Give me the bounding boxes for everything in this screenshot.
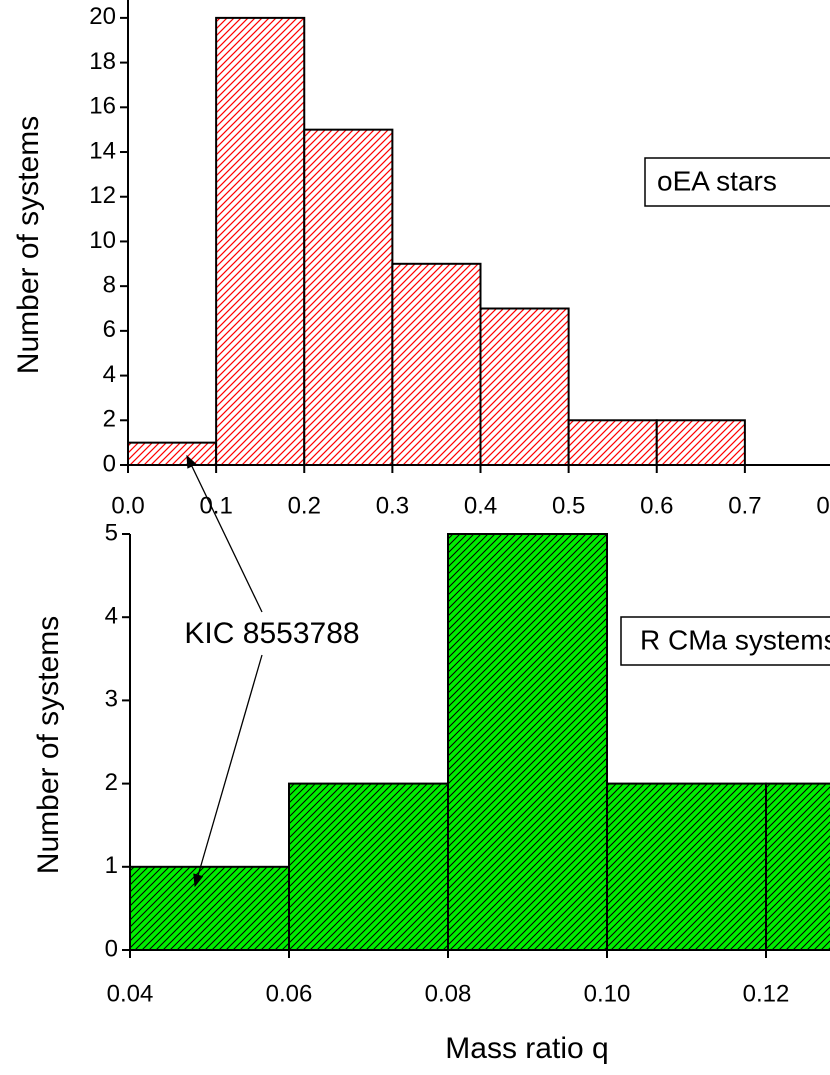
legend-label: oEA stars — [657, 165, 777, 196]
legend-box — [620, 616, 830, 666]
bar — [606, 782, 767, 951]
y-tick-label: 18 — [89, 48, 116, 75]
x-tick-label: 0.7 — [728, 492, 761, 519]
y-tick-label: 2 — [103, 406, 116, 433]
bar — [655, 419, 746, 466]
y-axis-label: Number of systems — [12, 116, 45, 374]
annotation-arrow — [193, 654, 263, 888]
bar — [215, 16, 306, 467]
bar — [765, 782, 830, 951]
y-tick-label: 12 — [89, 182, 116, 209]
annotation: KIC 8553788 — [184, 617, 359, 650]
y-tick-label: 6 — [103, 316, 116, 343]
x-tick-label: 0.08 — [425, 980, 472, 1007]
x-tick-label: 0.8 — [816, 492, 830, 519]
bar — [479, 307, 570, 466]
y-tick-label: 3 — [105, 686, 118, 713]
y-axis-label: Number of systems — [32, 616, 65, 874]
y-tick-label: 4 — [105, 603, 118, 630]
x-tick-label: 0.04 — [107, 980, 154, 1007]
x-axis-label: Mass ratio q — [445, 1032, 608, 1065]
y-tick-label: 5 — [105, 519, 118, 546]
bar — [288, 782, 449, 951]
x-tick-label: 0.12 — [743, 980, 790, 1007]
y-tick-label: 4 — [103, 361, 116, 388]
y-tick-label: 14 — [89, 137, 116, 164]
x-tick-label: 0.6 — [640, 492, 673, 519]
y-tick-label: 0 — [103, 450, 116, 477]
y-tick-label: 10 — [89, 227, 116, 254]
bar — [303, 128, 394, 467]
x-tick-label: 0.4 — [464, 492, 497, 519]
bar — [129, 865, 290, 951]
y-tick-label: 0 — [105, 935, 118, 962]
x-tick-label: 0.5 — [552, 492, 585, 519]
y-tick-label: 2 — [105, 769, 118, 796]
legend-box — [644, 157, 830, 207]
y-tick-label: 8 — [103, 271, 116, 298]
y-tick-label: 1 — [105, 852, 118, 879]
y-tick-label: 16 — [89, 93, 116, 120]
x-tick-label: 0.0 — [111, 492, 144, 519]
x-tick-label: 0.2 — [288, 492, 321, 519]
x-tick-label: 0.10 — [584, 980, 631, 1007]
bar — [127, 441, 218, 466]
annotation-arrow — [186, 454, 263, 613]
bar — [567, 419, 658, 466]
y-tick-label: 20 — [89, 3, 116, 30]
bar — [391, 262, 482, 466]
x-tick-label: 0.3 — [376, 492, 409, 519]
bar — [447, 533, 608, 951]
x-tick-label: 0.06 — [266, 980, 313, 1007]
x-tick-label: 0.1 — [199, 492, 232, 519]
legend-label: R CMa systems — [640, 624, 830, 655]
